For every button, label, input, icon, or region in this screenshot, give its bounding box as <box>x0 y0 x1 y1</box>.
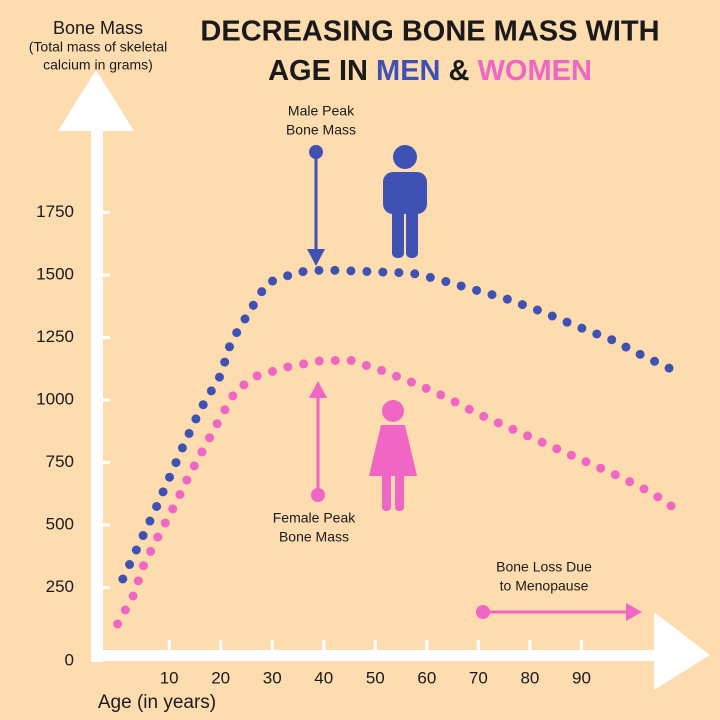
x-tick-label: 40 <box>314 668 333 687</box>
annotation: Female Peak <box>273 510 356 526</box>
female-peak-arrow <box>309 381 327 502</box>
x-tick-label: 20 <box>211 668 230 687</box>
male-peak-arrow <box>307 145 325 266</box>
chart-title-line2: AGE IN MEN & WOMEN <box>268 55 592 87</box>
dotted-line <box>118 265 684 584</box>
y-tick-label: 250 <box>46 577 74 596</box>
title-joiner: & <box>449 55 470 87</box>
x-axis-label: Age (in years) <box>98 692 216 713</box>
y-axis-arrow <box>58 70 134 131</box>
y-axis-note: (Total mass of skeletal <box>29 39 168 55</box>
annotation: Male Peak <box>288 103 355 119</box>
x-tick-label: 10 <box>160 668 179 687</box>
annotation: Bone Loss Due <box>496 559 592 575</box>
y-axis <box>91 128 103 662</box>
annotation: Bone Mass <box>279 529 349 545</box>
y-axis-note: calcium in grams) <box>43 57 153 73</box>
x-tick-label: 80 <box>520 668 539 687</box>
y-tick-label: 1000 <box>36 389 74 408</box>
y-tick-label: 0 <box>65 650 74 669</box>
axes <box>58 70 710 690</box>
annotation: to Menopause <box>500 578 589 594</box>
man-icon <box>383 145 427 258</box>
x-tick-label: 30 <box>263 668 282 687</box>
y-tick-label: 1500 <box>36 264 74 283</box>
x-tick-label: 90 <box>572 668 591 687</box>
x-axis <box>91 650 657 661</box>
y-tick-label: 750 <box>46 452 74 471</box>
chart-title: DECREASING BONE MASS WITH <box>200 16 659 48</box>
woman-icon <box>369 400 417 511</box>
menopause-arrow <box>476 603 642 621</box>
x-tick-label: 60 <box>417 668 436 687</box>
title-men: MEN <box>376 55 440 87</box>
title-women: WOMEN <box>478 55 592 87</box>
title-part: AGE IN <box>268 55 368 87</box>
arrow-head <box>309 381 327 398</box>
x-axis-arrow <box>654 612 710 690</box>
x-tick-label: 70 <box>469 668 488 687</box>
arrow-head <box>626 603 642 621</box>
annotation: Bone Mass <box>286 122 356 138</box>
y-axis-label: Bone Mass <box>53 18 143 38</box>
y-tick-label: 1750 <box>36 202 74 221</box>
x-tick-label: 50 <box>366 668 385 687</box>
dotted-line <box>113 355 679 629</box>
arrow-head <box>307 249 325 266</box>
y-tick-label: 1250 <box>36 327 74 346</box>
y-tick-label: 500 <box>46 514 74 533</box>
